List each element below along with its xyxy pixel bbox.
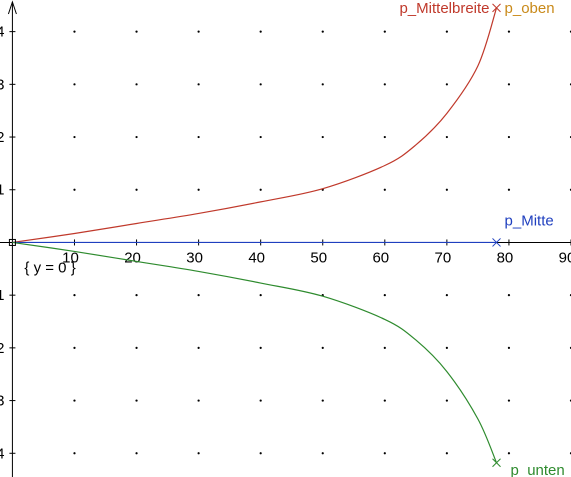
grid-dot <box>197 399 200 402</box>
grid-dot <box>73 346 76 349</box>
grid-dot <box>197 346 200 349</box>
grid-dot <box>259 399 262 402</box>
grid-dot <box>259 346 262 349</box>
grid-dot <box>507 452 511 455</box>
grid-dot <box>321 399 324 402</box>
grid-dot <box>197 30 200 33</box>
grid-dot <box>445 294 448 297</box>
grid-dot <box>321 452 324 455</box>
x-tick-label: 80 <box>497 249 514 266</box>
grid-dot <box>135 30 138 33</box>
grid-dot <box>321 83 324 86</box>
label-p-oben: p_oben <box>505 0 555 17</box>
grid-dot <box>135 399 138 402</box>
x-tick-label: 40 <box>248 249 265 266</box>
x-tick-label: 60 <box>372 249 389 266</box>
label-p-mitte: p_Mitte <box>505 212 554 229</box>
grid-dot <box>445 30 448 33</box>
y-tick-label: -4 <box>0 445 4 462</box>
grid-dot <box>197 294 200 297</box>
grid-dot <box>383 188 386 191</box>
grid-dot <box>383 346 386 349</box>
grid-dot <box>383 30 386 33</box>
grid-dot <box>73 452 76 455</box>
grid-dot <box>507 346 511 349</box>
y-tick-label: 4 <box>0 24 4 41</box>
grid-dot <box>135 452 138 455</box>
grid-dot <box>135 135 138 139</box>
label-p-unten: p_unten <box>511 462 565 477</box>
grid-dot <box>135 188 138 191</box>
grid-dot <box>507 399 511 402</box>
grid-dot <box>197 188 200 191</box>
x-tick-label: 70 <box>435 249 452 266</box>
grid-dot <box>73 30 76 33</box>
grid-dot <box>197 135 200 139</box>
grid-dot <box>445 452 448 455</box>
grid-dot <box>73 188 76 191</box>
grid-dot <box>507 294 511 297</box>
grid-dot <box>321 135 324 139</box>
grid-dot <box>135 83 138 86</box>
grid-dot <box>445 346 448 349</box>
grid-dot <box>445 399 448 402</box>
grid-dot <box>197 83 200 86</box>
grid-dot <box>259 30 262 33</box>
grid-dot <box>73 83 76 86</box>
y-tick-label: -2 <box>0 340 4 357</box>
grid-dot <box>321 30 324 33</box>
grid-dot <box>383 83 386 86</box>
series-group <box>12 3 501 468</box>
grid-dot <box>383 294 386 297</box>
grid-dot <box>445 135 448 139</box>
y-tick-label: 2 <box>0 129 4 146</box>
x-tick-label: 50 <box>310 249 327 266</box>
grid-dot <box>259 83 262 86</box>
grid-dot <box>259 188 262 191</box>
series-line-unten <box>12 241 498 464</box>
grid-dot <box>445 188 448 191</box>
x-tick-label: 30 <box>186 249 203 266</box>
grid-dot <box>507 188 511 191</box>
grid-dot <box>197 452 200 455</box>
y-tick-label: -3 <box>0 393 4 410</box>
y-tick-label: 1 <box>0 182 4 199</box>
grid-dot <box>73 135 76 139</box>
grid-dot <box>507 135 511 139</box>
y-tick-label: 3 <box>0 76 4 93</box>
grid-dot <box>135 294 138 297</box>
x-tick-label: 90 <box>559 249 571 266</box>
grid-dot <box>383 452 386 455</box>
series-line-oben <box>12 7 498 244</box>
grid-dot <box>445 83 448 86</box>
endpoint-marker-mitte <box>492 238 501 247</box>
grid-dot <box>383 135 386 139</box>
y-tick-label: -1 <box>0 287 4 304</box>
origin-point-marker <box>8 238 16 246</box>
grid-dot <box>259 294 262 297</box>
endpoint-marker-oben <box>492 3 501 13</box>
ticks: 10 20 30 40 50 60 70 80 90 -4 -3 -2 -1 1 2 3 4 <box>0 24 571 462</box>
label-p-mittelbreite: p_Mittelbreite <box>399 0 489 17</box>
x-tick-label: 10 <box>62 249 79 266</box>
grid-dot <box>383 399 386 402</box>
y-axis-arrow <box>7 0 17 15</box>
endpoint-marker-unten <box>492 458 501 468</box>
grid-dot <box>321 346 324 349</box>
x-tick-label: 20 <box>124 249 141 266</box>
grid-dot <box>259 135 262 139</box>
grid-dot <box>73 399 76 402</box>
equation-label: { y = 0 } <box>24 259 75 276</box>
grid-dot <box>507 83 511 86</box>
grid-dot <box>507 30 511 33</box>
grid-dot <box>73 294 76 297</box>
grid-dot <box>259 452 262 455</box>
grid-dot <box>135 346 138 349</box>
